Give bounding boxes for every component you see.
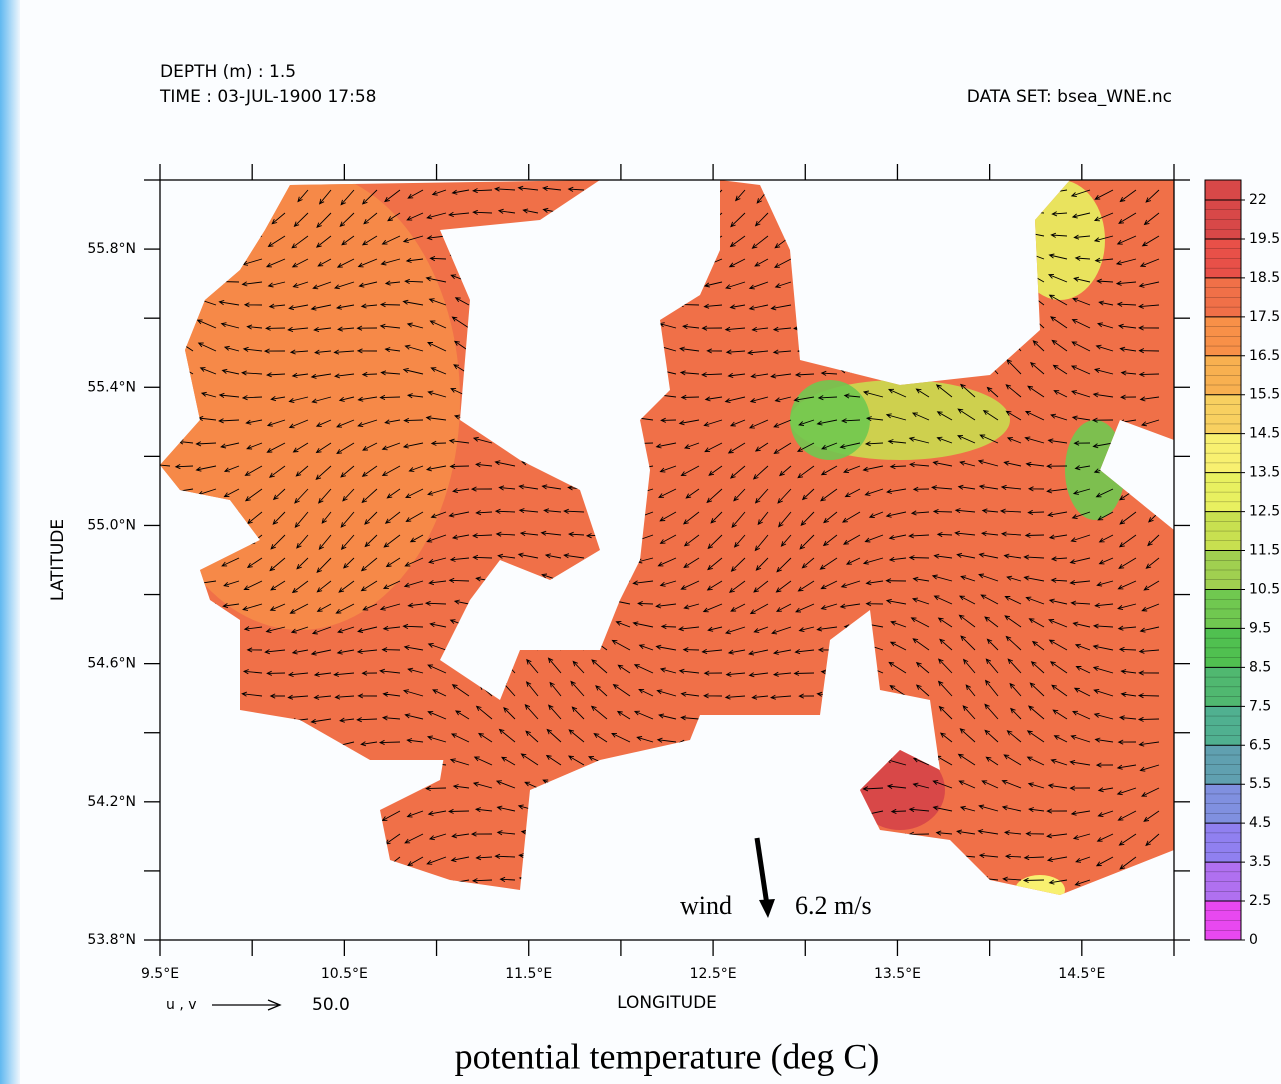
colorbar-label: 2.5 bbox=[1249, 893, 1271, 909]
axes: 9.5°E 10.5°E 11.5°E 12.5°E 13.5°E 14.5°E 53.8°… bbox=[87, 164, 1190, 982]
plot-frame bbox=[159, 179, 1175, 941]
colorbar-label: 8.5 bbox=[1249, 659, 1271, 675]
chart-title: potential temperature (deg C) bbox=[455, 1036, 880, 1076]
colorbar-label: 4.5 bbox=[1249, 815, 1271, 831]
depth-label: DEPTH (m) : 1.5 bbox=[160, 62, 296, 82]
y-axis-label: LATITUDE bbox=[48, 519, 68, 601]
colorbar-frame bbox=[1204, 179, 1242, 941]
x-tick-label: 13.5°E bbox=[874, 966, 921, 982]
window-edge bbox=[0, 0, 20, 1084]
colorbar-label: 15.5 bbox=[1249, 387, 1280, 403]
colorbar-label: 6.5 bbox=[1249, 737, 1271, 753]
colorbar-label: 10.5 bbox=[1249, 581, 1280, 597]
colorbar-label: 17.5 bbox=[1249, 309, 1280, 325]
sea-area bbox=[1065, 420, 1125, 520]
colorbar-label: 7.5 bbox=[1249, 698, 1271, 714]
colorbar-label: 22 bbox=[1249, 192, 1267, 208]
y-tick-label: 53.8°N bbox=[87, 932, 136, 948]
sea-area bbox=[790, 380, 870, 460]
wind-arrow bbox=[754, 837, 770, 906]
x-tick-label: 12.5°E bbox=[690, 966, 737, 982]
wind-label: wind bbox=[680, 891, 732, 920]
wind-arrowhead bbox=[759, 899, 775, 918]
x-tick-label: 9.5°E bbox=[141, 966, 179, 982]
colorbar-label: 18.5 bbox=[1249, 270, 1280, 286]
colorbar-label: 13.5 bbox=[1249, 465, 1280, 481]
vector-key-label: u , v bbox=[166, 997, 197, 1013]
colorbar-label: 11.5 bbox=[1249, 543, 1280, 559]
vector-key-arrowhead bbox=[267, 999, 282, 1011]
y-tick-label: 54.6°N bbox=[87, 656, 136, 672]
x-tick-label: 11.5°E bbox=[505, 966, 552, 982]
colorbar-label: 9.5 bbox=[1249, 620, 1271, 636]
colorbar: 0 2.5 3.5 4.5 5.5 6.5 7.5 8.5 9.5 10.5 11.5 12.5 13.… bbox=[1204, 179, 1280, 948]
colorbar-label: 12.5 bbox=[1249, 504, 1280, 520]
x-tick-label: 14.5°E bbox=[1058, 966, 1105, 982]
y-tick-label: 54.2°N bbox=[87, 794, 136, 810]
dataset-label: DATA SET: bsea_WNE.nc bbox=[967, 87, 1172, 107]
time-label: TIME : 03-JUL-1900 17:58 bbox=[159, 87, 376, 107]
x-tick-label: 10.5°E bbox=[321, 966, 368, 982]
colorbar-label: 14.5 bbox=[1249, 426, 1280, 442]
x-axis-label: LONGITUDE bbox=[617, 993, 717, 1013]
vector-key-value: 50.0 bbox=[312, 995, 350, 1015]
y-tick-label: 55.0°N bbox=[87, 517, 136, 533]
y-tick-label: 55.8°N bbox=[87, 241, 136, 257]
y-tick-label: 55.4°N bbox=[87, 379, 136, 395]
colorbar-label: 3.5 bbox=[1249, 854, 1271, 870]
colorbar-label: 19.5 bbox=[1249, 231, 1280, 247]
colorbar-label: 5.5 bbox=[1249, 776, 1271, 792]
colorbar-label: 0 bbox=[1249, 932, 1258, 948]
wind-speed: 6.2 m/s bbox=[795, 891, 872, 920]
colorbar-label: 16.5 bbox=[1249, 348, 1280, 364]
colorbar-cap bbox=[1205, 180, 1241, 200]
